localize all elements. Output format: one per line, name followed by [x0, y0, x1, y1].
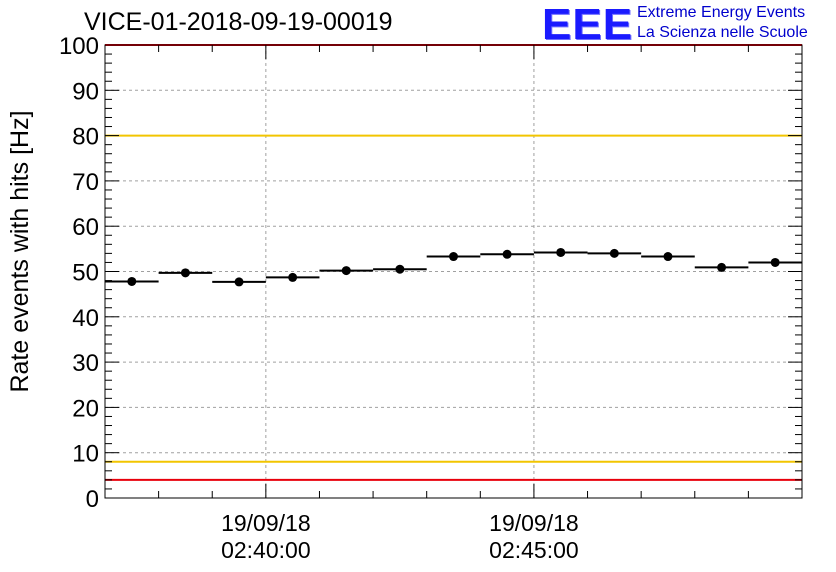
point-marker: [449, 252, 458, 262]
y-tick-label: 60: [72, 214, 99, 241]
data-point: [319, 266, 374, 276]
point-marker: [556, 247, 566, 257]
axis-ticks: [104, 44, 803, 499]
data-point: [158, 268, 213, 278]
y-tick-label: 0: [86, 486, 99, 513]
point-marker: [502, 249, 512, 259]
point-marker: [770, 257, 780, 267]
point-marker: [395, 264, 405, 274]
data-point: [105, 276, 159, 286]
data-point: [641, 252, 695, 262]
data-point: [480, 249, 534, 259]
y-axis-label: Rate events with hits [Hz]: [6, 110, 34, 392]
data-points: [105, 247, 802, 287]
point-marker: [609, 248, 619, 258]
y-tick-label: 100: [59, 33, 99, 60]
chart-title: VICE-01-2018-09-19-00019: [84, 8, 393, 36]
y-tick-labels: 0 10 20 30 40 50 60 70 80 90 100: [59, 33, 99, 513]
point-marker: [234, 277, 244, 287]
data-point: [533, 247, 588, 257]
x-tick-date-label: 19/09/18: [489, 510, 579, 536]
eee-logo: EEE Extreme Energy Events La Scienza nel…: [542, 0, 832, 49]
y-tick-label: 90: [72, 78, 99, 105]
point-marker: [127, 276, 137, 286]
x-tick-time-label: 02:40:00: [221, 537, 311, 563]
x-tick-time-label: 02:45:00: [489, 537, 579, 563]
grid-lines: [105, 45, 802, 498]
point-marker: [180, 268, 190, 278]
y-tick-label: 40: [72, 305, 99, 332]
eee-logo-mark: EEE: [542, 0, 634, 49]
data-point: [748, 257, 802, 267]
data-point: [212, 277, 266, 287]
reference-lines: [105, 44, 802, 481]
y-tick-label: 80: [72, 124, 99, 151]
point-marker: [663, 252, 673, 262]
data-point: [587, 248, 642, 258]
data-point: [426, 252, 481, 262]
y-tick-label: 70: [72, 169, 99, 196]
data-point: [265, 272, 320, 282]
logo-line-2: La Scienza nelle Scuole: [637, 24, 808, 41]
point-marker: [288, 272, 298, 282]
y-tick-label: 20: [72, 395, 99, 422]
point-marker: [717, 262, 727, 272]
x-tick-date-label: 19/09/18: [221, 510, 311, 536]
y-tick-label: 10: [72, 441, 99, 468]
y-tick-label: 30: [72, 350, 99, 377]
point-marker: [341, 266, 351, 276]
data-point: [373, 264, 427, 274]
y-tick-label: 50: [72, 260, 99, 287]
logo-line-1: Extreme Energy Events: [637, 4, 806, 21]
data-point: [694, 262, 749, 272]
